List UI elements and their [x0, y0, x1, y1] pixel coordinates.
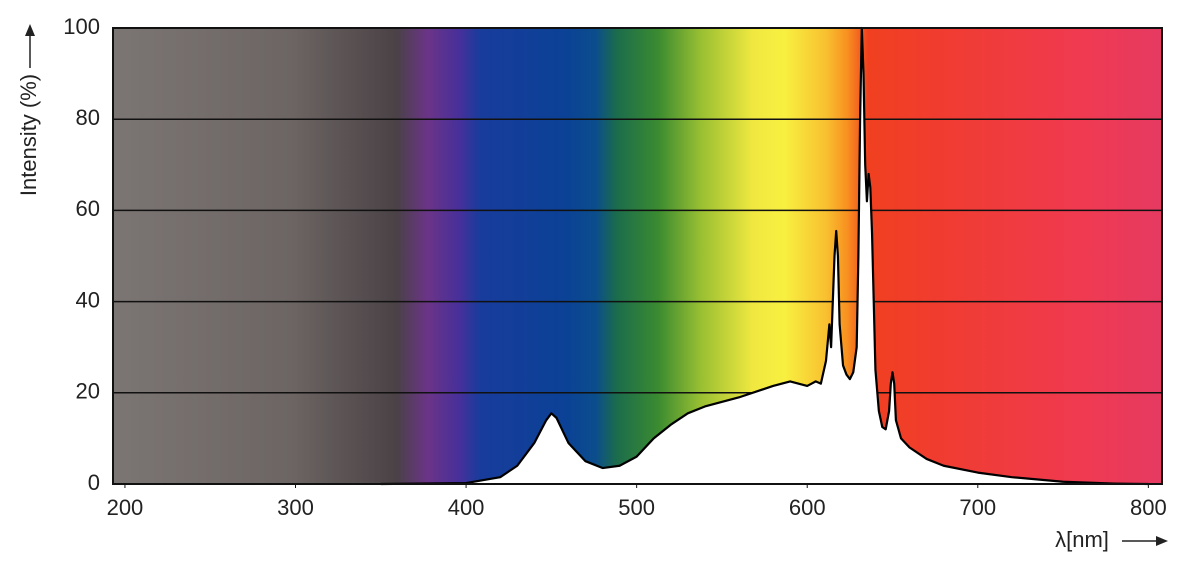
line — [380, 26, 1149, 486]
y-tick-label: 100 — [63, 14, 100, 39]
y-tick-label: 60 — [76, 196, 100, 221]
y-tick-label: 80 — [76, 105, 100, 130]
x-tick-label: 300 — [277, 495, 314, 520]
x-tick-label: 600 — [789, 495, 826, 520]
y-axis-title: Intensity (%) — [16, 74, 41, 196]
area — [380, 28, 1149, 484]
x-arrow — [1122, 536, 1168, 546]
y-tick-label: 0 — [88, 470, 100, 495]
y-tick-label: 20 — [76, 379, 100, 404]
x-axis-title: λ[nm] — [1055, 527, 1109, 552]
x-tick-label: 700 — [959, 495, 996, 520]
plot-frame — [112, 27, 1163, 485]
x-tick-label: 400 — [448, 495, 485, 520]
x-tick-label: 500 — [618, 495, 655, 520]
y-tick-label: 40 — [76, 287, 100, 312]
x-tick-label: 200 — [107, 495, 144, 520]
x-tick-label: 800 — [1130, 495, 1167, 520]
plot-background — [113, 28, 1162, 484]
y-arrow — [25, 24, 35, 68]
